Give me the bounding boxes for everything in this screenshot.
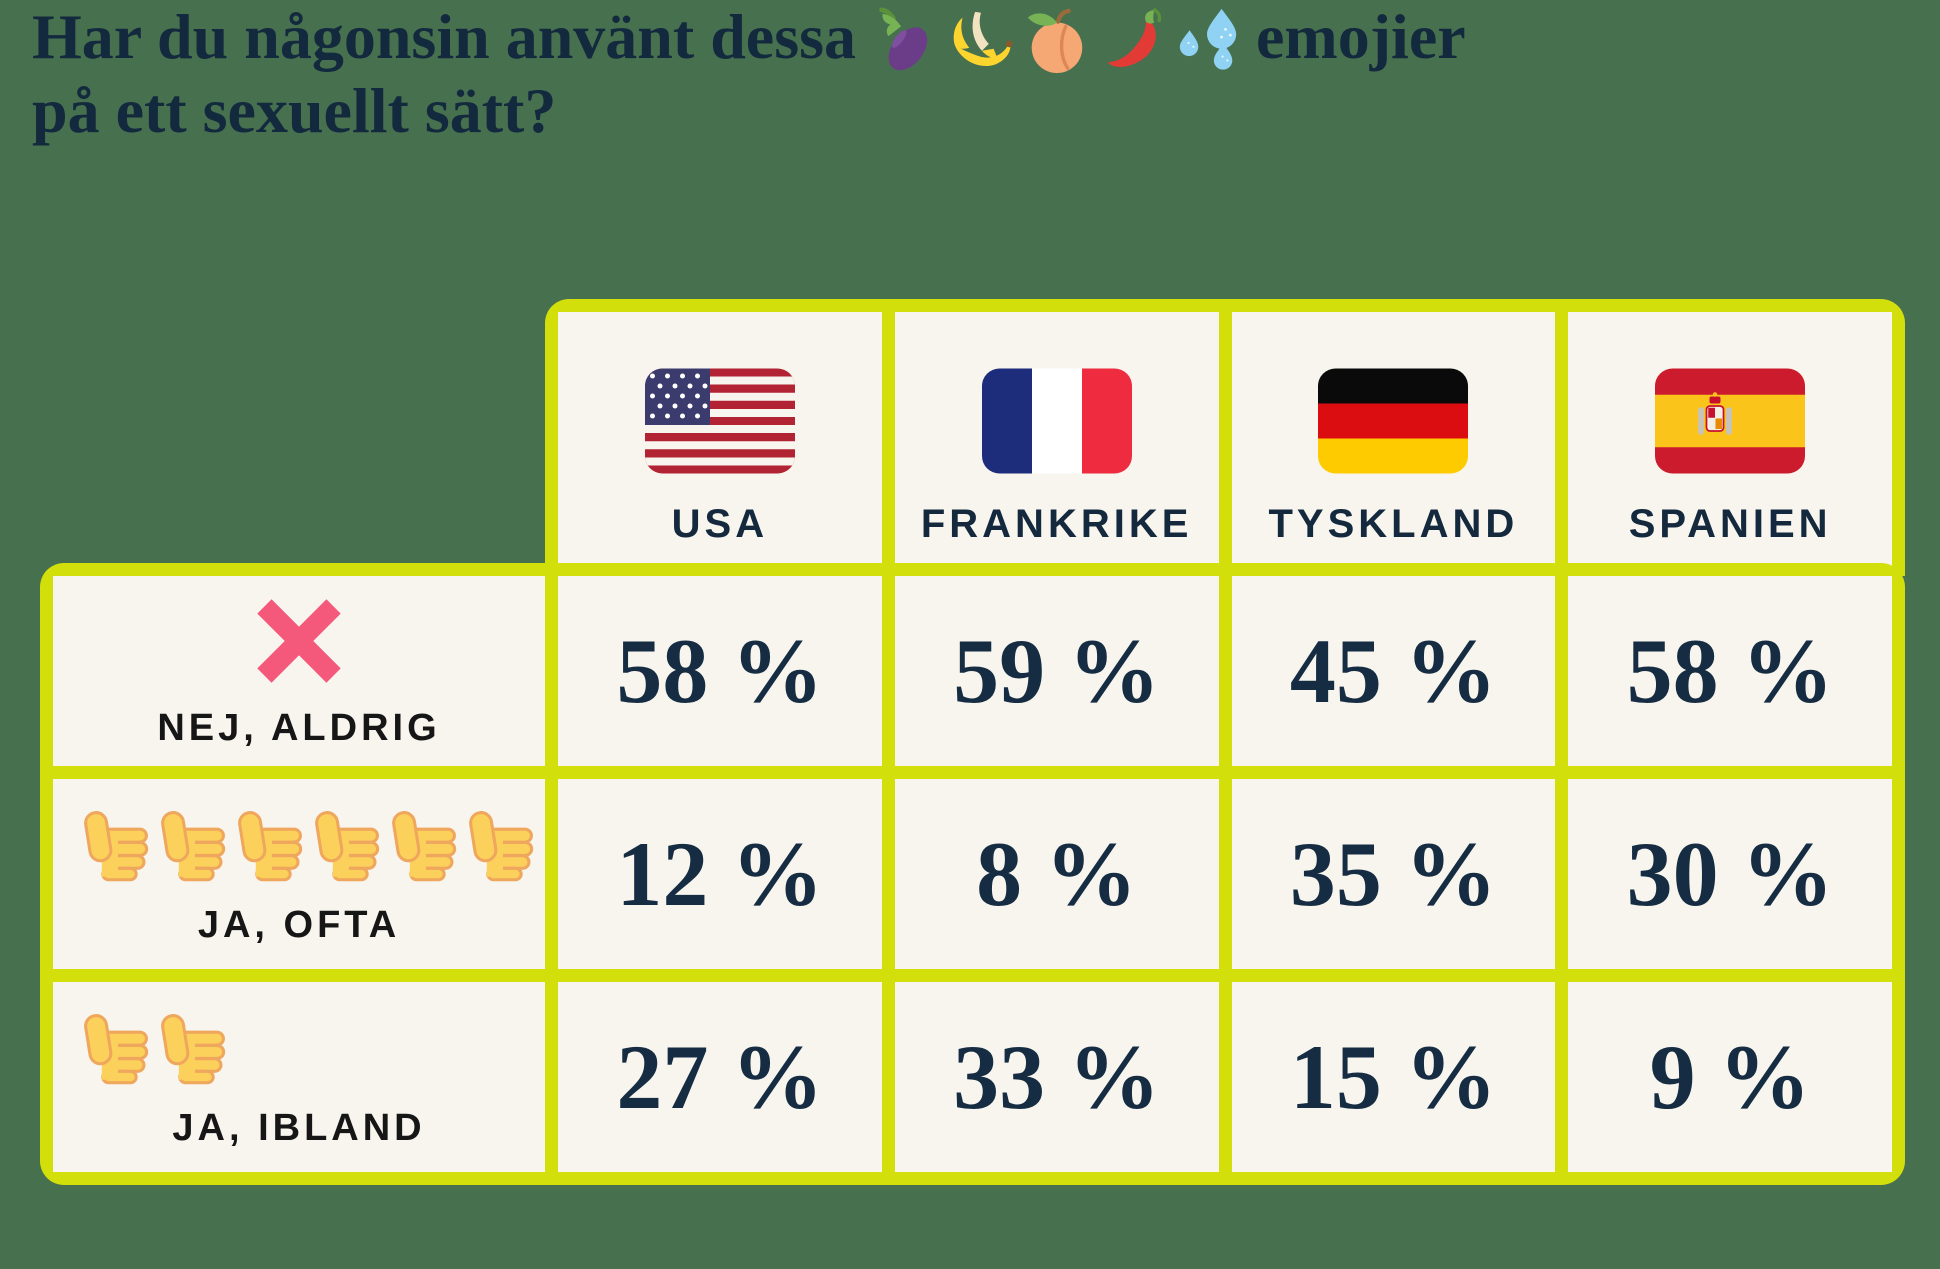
- thumbs-up-icon: [79, 802, 155, 886]
- thumbs-up-icon: [387, 802, 463, 886]
- spain-flag-icon: [1655, 368, 1806, 473]
- value-ja-ofta-spanien: 30 %: [1568, 779, 1892, 969]
- table-body: NEJ, ALDRIG 58 % 59 % 45 % 58 % JA, OFTA…: [40, 563, 1905, 1185]
- row-icon-group: [53, 593, 545, 689]
- france-flag-icon: [981, 368, 1132, 473]
- value-nej-aldrig-frankrike: 59 %: [894, 576, 1219, 766]
- banana-icon: [953, 11, 1013, 67]
- value-ja-ibland-tyskland: 15 %: [1231, 982, 1556, 1172]
- thumbs-up-icon: [310, 802, 386, 886]
- value-nej-aldrig-usa: 58 %: [558, 576, 882, 766]
- value-nej-aldrig-tyskland: 45 %: [1231, 576, 1556, 766]
- column-label-tyskland: TYSKLAND: [1268, 501, 1519, 546]
- value-ja-ibland-usa: 27 %: [558, 982, 882, 1172]
- row-label: NEJ, ALDRIG: [157, 706, 441, 749]
- value-nej-aldrig-spanien: 58 %: [1568, 576, 1892, 766]
- row-icon-group: [53, 802, 545, 886]
- peach-icon: [1027, 8, 1083, 74]
- eggplant-icon: [879, 7, 928, 71]
- column-header-tyskland: TYSKLAND: [1231, 312, 1556, 576]
- thumbs-up-icon: [156, 1005, 232, 1089]
- column-header-frankrike: FRANKRIKE: [894, 312, 1219, 576]
- row-label: JA, IBLAND: [172, 1106, 426, 1149]
- sweat-droplets-icon: [1179, 8, 1237, 70]
- row-header-nej-aldrig: NEJ, ALDRIG: [53, 576, 545, 766]
- value-ja-ofta-usa: 12 %: [558, 779, 882, 969]
- column-label-usa: USA: [671, 501, 769, 546]
- page-title: Har du någonsin använt dessa: [32, 2, 1466, 146]
- row-icon-group: [53, 1005, 545, 1089]
- value-ja-ofta-frankrike: 8 %: [894, 779, 1219, 969]
- title-line1-suffix: emojier: [1256, 1, 1466, 72]
- column-label-spanien: SPANIEN: [1628, 501, 1832, 546]
- usa-flag-icon: [644, 368, 795, 473]
- thumbs-up-icon: [79, 1005, 155, 1089]
- hot-pepper-icon: [1107, 8, 1162, 67]
- row-header-ja-ibland: JA, IBLAND: [53, 982, 545, 1172]
- column-label-frankrike: FRANKRIKE: [920, 501, 1193, 546]
- country-header-row: USA FRANKRIKE TYSKLA: [545, 299, 1905, 576]
- value-ja-ibland-spanien: 9 %: [1568, 982, 1892, 1172]
- column-header-usa: USA: [558, 312, 882, 576]
- thumbs-up-icon: [233, 802, 309, 886]
- value-ja-ibland-frankrike: 33 %: [894, 982, 1219, 1172]
- value-ja-ofta-tyskland: 35 %: [1231, 779, 1556, 969]
- thumbs-up-icon: [156, 802, 232, 886]
- title-line1-prefix: Har du någonsin använt dessa: [32, 1, 856, 72]
- germany-flag-icon: [1318, 368, 1469, 473]
- title-line2: på ett sexuellt sätt?: [32, 75, 557, 146]
- row-label: JA, OFTA: [197, 903, 401, 946]
- column-header-spanien: SPANIEN: [1568, 312, 1892, 576]
- thumbs-up-icon: [464, 802, 540, 886]
- cross-icon: [257, 598, 341, 683]
- row-header-ja-ofta: JA, OFTA: [53, 779, 545, 969]
